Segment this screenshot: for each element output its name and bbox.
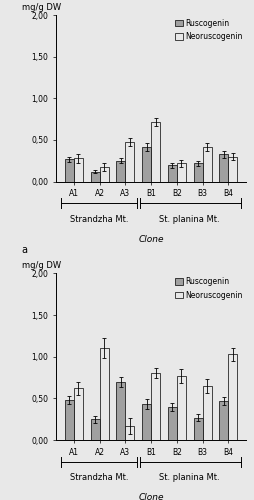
Text: Strandzha Mt.: Strandzha Mt. (70, 474, 129, 482)
Bar (142, 404, 151, 440)
Bar (203, 386, 212, 440)
Bar (100, 166, 109, 182)
Bar (228, 156, 237, 182)
Bar (74, 158, 83, 182)
Text: St. planina Mt.: St. planina Mt. (160, 215, 220, 224)
Bar (142, 146, 151, 182)
Bar (203, 146, 212, 182)
Text: mg/g DW: mg/g DW (22, 2, 61, 12)
Bar (177, 164, 186, 182)
Bar (116, 161, 125, 182)
Bar (168, 406, 177, 440)
Bar (100, 348, 109, 440)
Bar (168, 165, 177, 182)
Text: Clone: Clone (138, 235, 164, 244)
Legend: Ruscogenin, Neoruscogenin: Ruscogenin, Neoruscogenin (173, 17, 244, 43)
Bar (194, 164, 203, 182)
Bar (91, 172, 100, 181)
Bar (219, 154, 228, 182)
Bar (194, 418, 203, 440)
Legend: Ruscogenin, Neoruscogenin: Ruscogenin, Neoruscogenin (173, 276, 244, 301)
Bar (91, 419, 100, 440)
Text: mg/g DW: mg/g DW (22, 261, 61, 270)
Bar (228, 354, 237, 440)
Text: Clone: Clone (138, 494, 164, 500)
Bar (177, 376, 186, 440)
Bar (65, 400, 74, 440)
Text: St. planina Mt.: St. planina Mt. (160, 474, 220, 482)
Bar (116, 382, 125, 440)
Bar (219, 401, 228, 440)
Text: a: a (22, 245, 28, 255)
Bar (151, 122, 160, 182)
Bar (74, 388, 83, 440)
Bar (125, 426, 134, 440)
Bar (151, 374, 160, 440)
Bar (65, 159, 74, 182)
Bar (125, 142, 134, 182)
Text: Strandzha Mt.: Strandzha Mt. (70, 215, 129, 224)
